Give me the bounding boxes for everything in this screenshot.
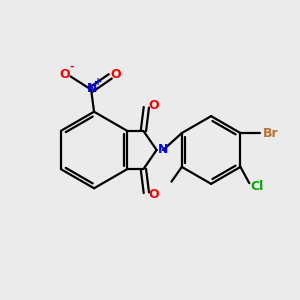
Text: N: N — [158, 143, 168, 157]
Text: -: - — [70, 62, 74, 72]
Text: Br: Br — [263, 127, 279, 140]
Text: O: O — [111, 68, 122, 81]
Text: N: N — [86, 82, 97, 95]
Text: Cl: Cl — [250, 180, 263, 193]
Text: +: + — [94, 77, 103, 87]
Text: O: O — [148, 188, 159, 201]
Text: O: O — [59, 68, 70, 81]
Text: O: O — [148, 99, 159, 112]
